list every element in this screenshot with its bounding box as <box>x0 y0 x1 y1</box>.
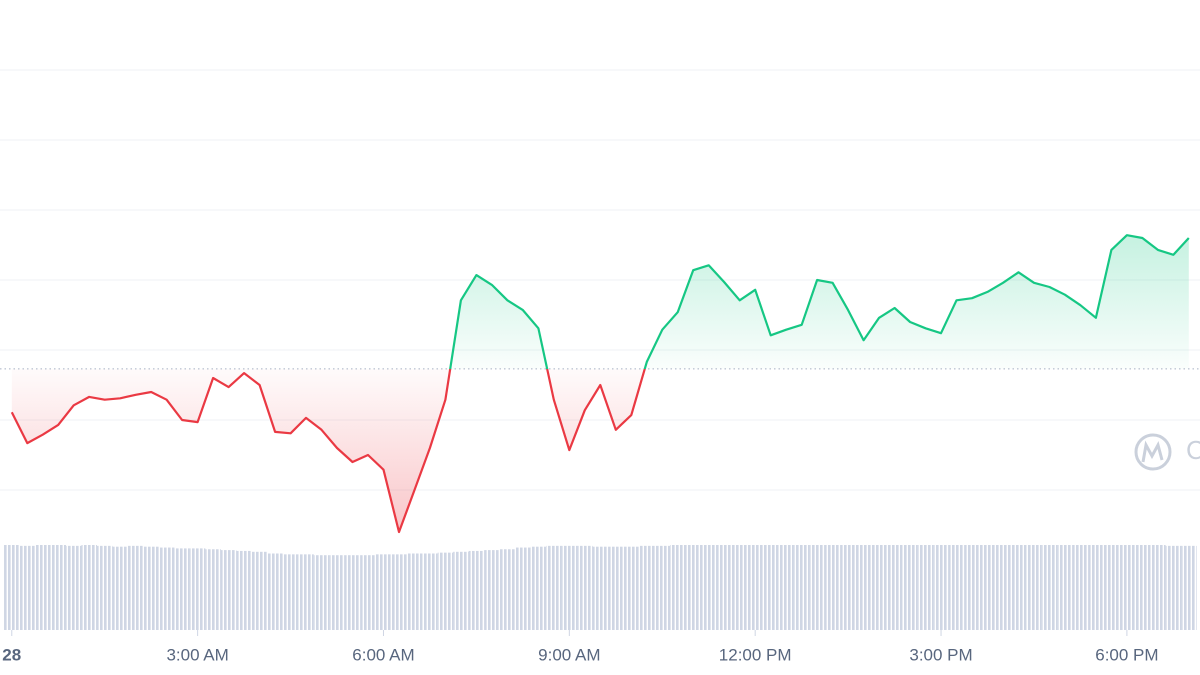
volume-bar <box>1165 545 1182 630</box>
volume-bar <box>1134 545 1151 630</box>
volume-bar <box>964 545 980 630</box>
volume-bar <box>251 551 268 630</box>
volume-bar <box>871 545 887 630</box>
volume-bar <box>577 545 593 630</box>
volume-bar <box>344 555 361 630</box>
volume-bar <box>1088 545 1104 630</box>
volume-bar <box>189 548 206 630</box>
volume-bar <box>484 550 500 630</box>
volume-bar <box>592 546 609 630</box>
volume-bar <box>360 555 376 630</box>
volume-bar <box>561 545 578 630</box>
volume-bar <box>329 555 345 630</box>
x-tick-label: 3:00 PM <box>909 645 972 664</box>
volume-bar <box>158 547 175 630</box>
volume-bar <box>499 549 516 630</box>
volume-bar <box>716 545 732 630</box>
volume-bar <box>902 545 918 630</box>
volume-bar <box>96 545 113 630</box>
volume-bar <box>762 545 779 630</box>
x-tick-label: 3:00 AM <box>166 645 228 664</box>
volume-bar <box>1150 545 1166 630</box>
volume-bar <box>840 545 856 630</box>
volume-bar <box>546 545 562 630</box>
volume-bar <box>855 545 872 630</box>
volume-bar <box>1057 545 1073 630</box>
volume-bar <box>731 545 748 630</box>
volume-bar <box>220 550 237 630</box>
volume-bar <box>886 545 903 630</box>
volume-bar <box>35 545 51 630</box>
volume-bar <box>608 546 624 630</box>
volume-bar <box>127 545 144 630</box>
volume-bar <box>267 553 283 630</box>
volume-bar <box>809 545 825 630</box>
volume-bar <box>995 545 1011 630</box>
volume-bar <box>112 546 128 630</box>
volume-bar <box>979 545 996 630</box>
x-tick-label: 6:00 AM <box>352 645 414 664</box>
volume-bar <box>468 550 485 630</box>
watermark-text: CoinMarketCap <box>1186 435 1200 465</box>
volume-bar <box>422 553 438 630</box>
volume-bar <box>65 545 82 630</box>
volume-bar <box>205 549 221 630</box>
volume-bar <box>700 545 717 630</box>
volume-bar <box>298 554 314 630</box>
volume-bar <box>391 554 407 630</box>
volume-bar <box>824 545 841 630</box>
x-tick-label: 12:00 PM <box>719 645 792 664</box>
x-tick-label: 6:00 PM <box>1095 645 1158 664</box>
volume-bar <box>685 545 701 630</box>
volume-bar <box>1010 545 1027 630</box>
volume-bar <box>1026 545 1042 630</box>
volume-bar <box>174 548 190 630</box>
volume-bar <box>917 545 934 630</box>
volume-bar <box>406 553 423 630</box>
volume-bar <box>143 546 159 630</box>
x-tick-label: 28 <box>2 645 21 664</box>
volume-bar <box>639 545 655 630</box>
volume-bar <box>1072 545 1089 630</box>
volume-bar <box>623 546 640 630</box>
volume-bar <box>670 545 686 630</box>
volume-bar <box>778 545 794 630</box>
volume-bar <box>19 545 36 630</box>
volume-bar <box>453 551 469 630</box>
volume-bar <box>282 554 299 630</box>
volume-bar <box>81 545 97 630</box>
x-tick-label: 9:00 AM <box>538 645 600 664</box>
volume-bar <box>313 555 330 630</box>
volume-bar <box>747 545 763 630</box>
volume-bar <box>1119 545 1135 630</box>
watermark: CoinMarketCap <box>1134 433 1200 471</box>
volume-bar <box>1041 545 1058 630</box>
plot: 28 3:00 AM 6:00 AM 9:00 AM 12:00 PM 3:00 PM 6:… <box>0 69 1200 664</box>
volume-bar <box>375 554 392 630</box>
volume-bar <box>437 552 454 630</box>
volume-bar <box>4 545 20 630</box>
volume-bar <box>1181 545 1197 630</box>
volume-bar <box>50 545 66 630</box>
volume-bar <box>654 545 671 630</box>
volume-bar <box>948 545 965 630</box>
price-line <box>10 234 1190 534</box>
volume-bar <box>793 545 810 630</box>
volume-bar <box>515 547 531 630</box>
volume-bar <box>236 550 252 630</box>
volume-bar <box>530 546 547 630</box>
volume-bar <box>933 545 949 630</box>
volume-bar <box>1103 545 1120 630</box>
